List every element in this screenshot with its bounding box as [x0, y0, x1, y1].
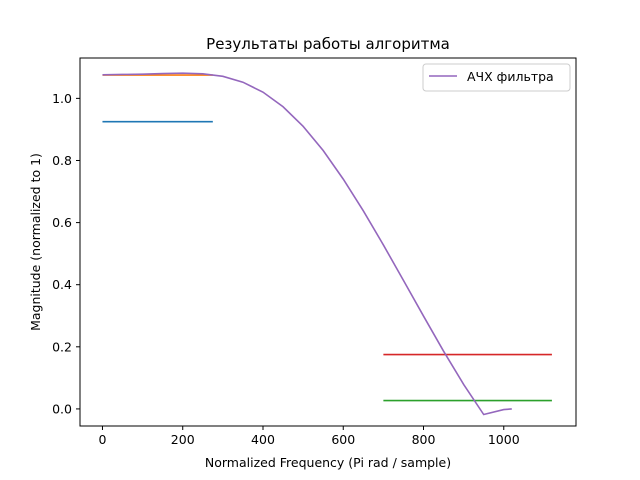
- legend-box: [422, 63, 571, 92]
- y-axis-ticks: 0.0 0.2 0.4 0.6 0.8 1.0: [52, 91, 80, 416]
- x-tick-label-3: 600: [331, 432, 355, 447]
- series-line-4: [102, 72, 512, 416]
- x-tick-label-4: 800: [412, 432, 436, 447]
- y-axis-label: Magnitude (normalized to 1): [28, 153, 43, 331]
- x-tick-label-2: 400: [251, 432, 275, 447]
- x-tick-label-5: 1000: [488, 432, 520, 447]
- x-tick-label-1: 200: [171, 432, 195, 447]
- y-tick-label-1: 0.2: [52, 339, 72, 354]
- legend: АЧХ фильтра: [422, 63, 571, 92]
- plot-lines: [102, 72, 552, 416]
- chart-title: Результаты работы алгоритма: [206, 35, 450, 53]
- x-tick-label-0: 0: [98, 432, 106, 447]
- y-tick-label-5: 1.0: [52, 91, 72, 106]
- x-axis-label: Normalized Frequency (Pi rad / sample): [205, 455, 451, 470]
- legend-label-afc: АЧХ фильтра: [467, 69, 554, 84]
- y-tick-label-0: 0.0: [52, 401, 72, 416]
- x-axis-ticks: 0 200 400 600 800 1000: [98, 426, 520, 447]
- plot-frame: [79, 57, 577, 427]
- y-tick-label-2: 0.4: [52, 277, 72, 292]
- y-tick-label-4: 0.8: [52, 153, 72, 168]
- y-tick-label-3: 0.6: [52, 215, 72, 230]
